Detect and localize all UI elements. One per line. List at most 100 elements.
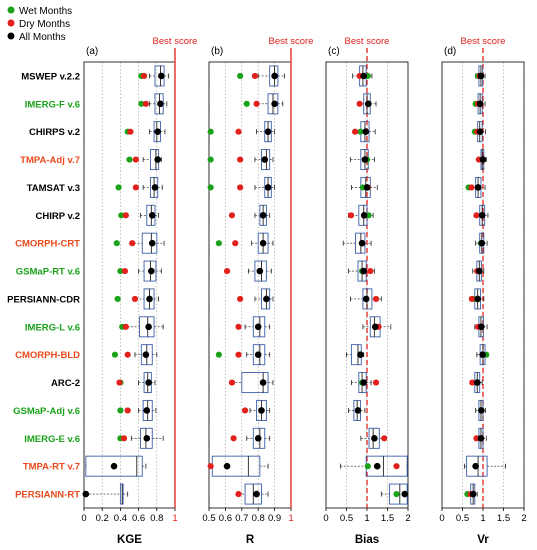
point-all [472, 462, 479, 470]
point-dry [241, 407, 249, 414]
box-row [111, 344, 158, 366]
point-all [254, 435, 262, 442]
point-all [254, 351, 262, 358]
product-label: PERSIANN-CDR [7, 294, 80, 305]
point-all [354, 407, 362, 414]
x-tick-label: 0.7 [235, 513, 248, 524]
point-wet [393, 490, 400, 498]
point-wet [207, 156, 214, 163]
point-all [478, 212, 486, 219]
point-all [143, 407, 151, 414]
x-axis-label: R [246, 534, 255, 546]
point-all [361, 156, 369, 163]
point-wet [207, 184, 214, 191]
box-iqr [254, 260, 267, 282]
box-row [350, 149, 375, 171]
point-dry [468, 295, 476, 303]
point-all [363, 184, 371, 191]
box-row [237, 65, 285, 87]
product-label: GSMaP-RT v.6 [16, 267, 80, 278]
box-row [348, 399, 366, 421]
point-all [151, 184, 159, 191]
point-all [373, 462, 381, 470]
point-all [256, 267, 264, 275]
best-score-label: Best score [153, 36, 198, 47]
box-row [360, 427, 388, 449]
x-tick-label: 0.6 [132, 513, 145, 524]
point-dry [235, 351, 242, 358]
product-label: CMORPH-CRT [15, 239, 80, 250]
point-wet [237, 72, 244, 80]
x-tick-label: 0.5 [456, 513, 469, 524]
point-wet [243, 100, 250, 107]
box-row [126, 149, 162, 171]
point-dry [228, 379, 236, 386]
point-dry [237, 184, 244, 191]
point-all [360, 267, 368, 275]
x-tick-label: 1 [480, 513, 485, 524]
x-tick-label: 0 [81, 513, 86, 524]
x-tick-label: 0.8 [150, 513, 163, 524]
box-row [475, 399, 486, 421]
point-dry [232, 240, 239, 247]
point-dry [207, 463, 214, 470]
point-all [358, 239, 366, 247]
box-row [476, 344, 490, 366]
product-label: IMERG-L v.6 [25, 322, 80, 333]
point-dry [129, 240, 136, 247]
point-wet [138, 100, 145, 107]
product-label: IMERG-F v.6 [25, 99, 80, 110]
box-row [118, 204, 160, 226]
point-dry [121, 267, 129, 275]
box-row [342, 232, 372, 254]
product-label: CHIRP v.2 [35, 211, 80, 222]
point-dry [122, 323, 129, 330]
point-dry [352, 128, 359, 135]
point-all [154, 156, 162, 163]
box-row [474, 316, 488, 338]
box-row [350, 288, 382, 310]
box-iqr [143, 288, 155, 310]
box-iqr [139, 427, 153, 449]
point-dry [393, 463, 400, 470]
x-tick-label: 1 [172, 513, 177, 524]
box-iqr [141, 232, 158, 254]
point-wet [113, 240, 120, 247]
x-tick-label: 1.5 [381, 513, 394, 524]
point-all [258, 407, 265, 414]
box-row [215, 232, 274, 254]
point-dry [132, 156, 139, 163]
point-wet [111, 351, 119, 358]
point-all [259, 239, 267, 247]
point-wet [207, 128, 214, 135]
box-row [473, 204, 489, 226]
point-all [401, 490, 409, 498]
point-dry [131, 295, 139, 303]
product-label: IMERG-E v.6 [24, 434, 80, 445]
product-label: TAMSAT v.3 [27, 183, 80, 194]
point-dry [251, 72, 259, 80]
point-all [271, 100, 278, 108]
box-row [235, 483, 269, 505]
point-all [82, 490, 90, 498]
point-wet [364, 463, 371, 470]
box-row [465, 176, 486, 198]
best-score-label: Best score [461, 36, 506, 47]
box-row [347, 204, 374, 226]
box-row [207, 149, 274, 171]
box-iqr [139, 316, 155, 338]
box-row [82, 483, 129, 505]
point-dry [367, 267, 374, 275]
point-dry [230, 435, 237, 442]
point-wet [115, 184, 122, 191]
x-tick-label: 1 [288, 513, 293, 524]
best-score-label: Best score [269, 36, 314, 47]
box-row [228, 372, 274, 394]
panel-letter: (c) [328, 46, 340, 57]
point-dry [235, 128, 242, 135]
point-all [360, 72, 368, 80]
product-label: TMPA-Adj v.7 [20, 155, 80, 166]
box-row [472, 260, 485, 282]
legend-marker-wet [7, 6, 15, 14]
